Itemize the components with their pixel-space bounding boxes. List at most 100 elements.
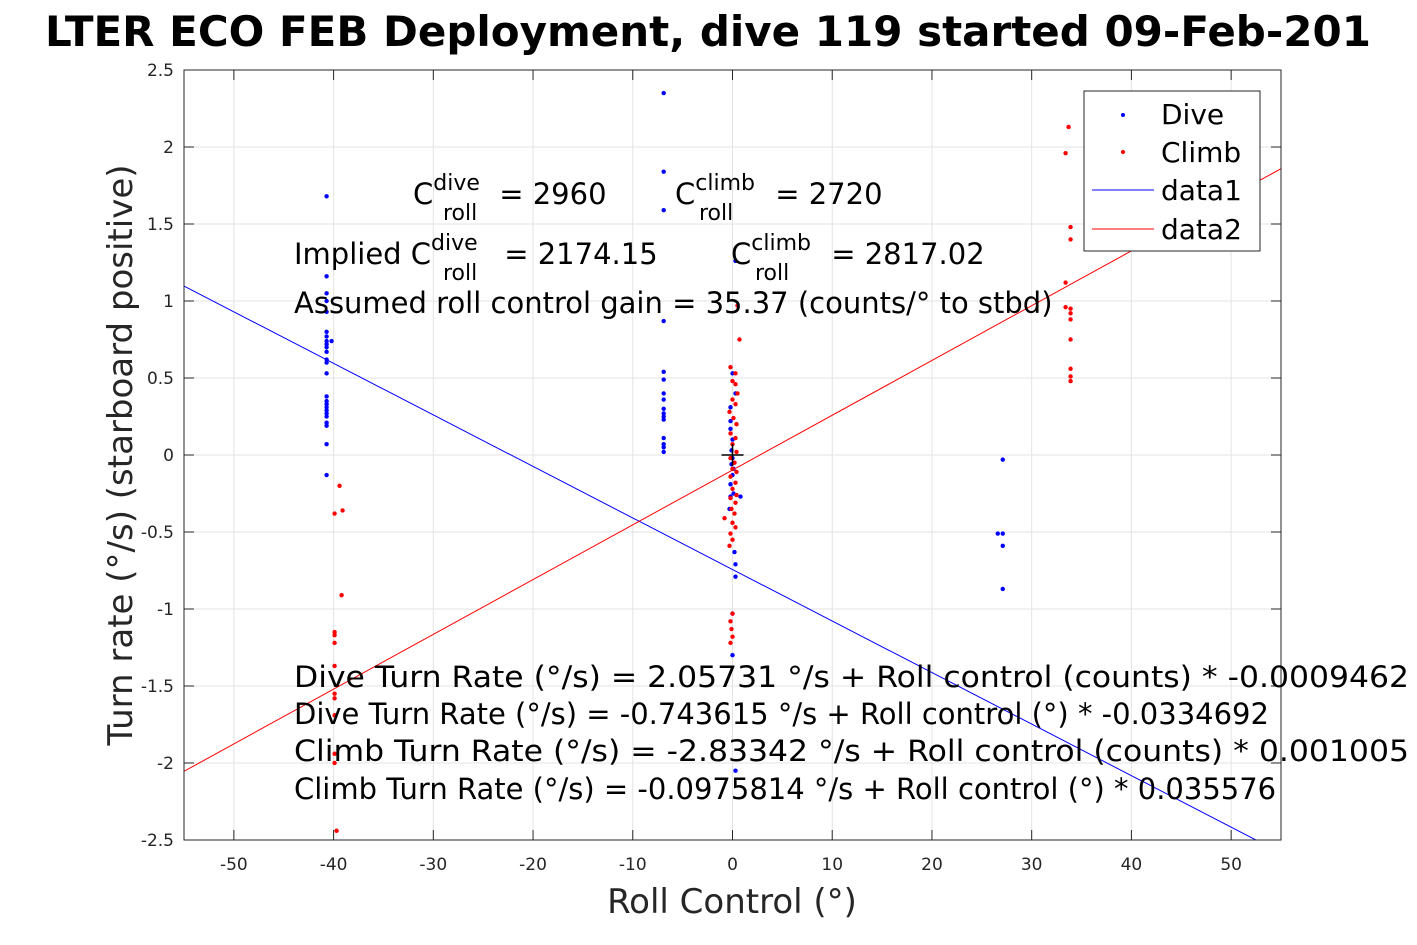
- climb-point: [732, 460, 737, 465]
- dive-point: [324, 329, 329, 334]
- dive-point: [324, 394, 329, 399]
- dive-point: [324, 309, 329, 314]
- climb-point: [722, 515, 727, 521]
- plot-frame: [183, 69, 1282, 841]
- climb-point: [1068, 306, 1073, 311]
- dive-point: [324, 291, 329, 296]
- x-tick-label: 40: [1121, 855, 1143, 875]
- dive-point: [324, 405, 329, 410]
- climb-point: [728, 640, 733, 646]
- climb-point: [730, 486, 735, 492]
- climb-point: [1068, 317, 1073, 322]
- climb-point: [730, 378, 735, 384]
- climb-point: [332, 696, 337, 701]
- dive-point: [661, 435, 666, 441]
- x-tick-label: 20: [921, 855, 943, 875]
- y-tick-label: 1: [163, 292, 174, 312]
- legend: Dive Climb data1 data2: [1083, 90, 1261, 252]
- gain-annotation: Assumed roll control gain = 35.37 (count…: [294, 286, 1053, 320]
- dive-point: [324, 401, 329, 407]
- y-tick-label: -2: [157, 754, 174, 774]
- x-tick-labels: -50 -40 -30 -20 -10 0 10 20 30 40 50: [220, 70, 1242, 875]
- climb-point: [734, 492, 739, 498]
- climb-point: [332, 640, 337, 646]
- climb-point: [1068, 374, 1073, 379]
- climb-point: [733, 525, 738, 530]
- c-dive-annotation: Cdive roll = 2960: [413, 171, 607, 226]
- y-tick-label: 0.5: [147, 369, 174, 389]
- climb-point: [1063, 304, 1068, 310]
- dive-point: [324, 338, 329, 344]
- y-axis-label: Turn rate (°/s) (starboard positive): [101, 164, 141, 746]
- dive-point: [661, 442, 666, 447]
- dive-point: [329, 338, 334, 344]
- climb-point: [1068, 237, 1073, 242]
- climb-point: [1068, 378, 1073, 384]
- climb-point: [728, 619, 733, 624]
- y-tick-label: -2.5: [141, 831, 174, 851]
- y-tick-label: -1.5: [141, 677, 174, 697]
- dive-point: [995, 531, 1000, 536]
- fit-line-3: Climb Turn Rate (°/s) = -2.83342 °/s + R…: [294, 734, 1409, 768]
- climb-point: [733, 401, 738, 407]
- dive-point: [1000, 457, 1005, 462]
- climb-point: [729, 626, 734, 632]
- climb-point: [332, 760, 337, 766]
- fit-line-2: Dive Turn Rate (°/s) = -0.743615 °/s + R…: [294, 697, 1269, 731]
- climb-point: [340, 508, 345, 513]
- climb-point: [1063, 150, 1068, 156]
- dive-point: [324, 423, 329, 428]
- dive-point: [324, 341, 329, 347]
- climb-point: [728, 431, 733, 436]
- climb-point: [728, 495, 733, 501]
- climb-point: [332, 713, 337, 718]
- fit-line-4: Climb Turn Rate (°/s) = -0.0975814 °/s +…: [294, 772, 1276, 806]
- climb-point: [332, 691, 337, 696]
- dive-point: [661, 397, 666, 402]
- dive-point: [1000, 586, 1005, 592]
- climb-point: [337, 483, 342, 488]
- climb-point: [735, 391, 740, 396]
- legend-dive-label: Dive: [1161, 98, 1224, 131]
- climb-point: [730, 537, 735, 542]
- climb-point: [1068, 224, 1073, 230]
- dive-point: [324, 349, 329, 355]
- legend-data2-label: data2: [1161, 213, 1242, 246]
- climb-point: [737, 337, 742, 342]
- dive-point: [738, 494, 743, 499]
- dive-point: [324, 411, 329, 416]
- climb-point: [332, 663, 337, 669]
- dive-point: [324, 414, 329, 419]
- legend-climb-marker: [1121, 150, 1125, 154]
- data-marks: [184, 90, 1281, 840]
- climb-point: [332, 632, 337, 638]
- dive-point: [324, 408, 329, 413]
- climb-point: [729, 506, 734, 512]
- dive-point: [324, 274, 329, 279]
- dive-point: [324, 334, 329, 339]
- x-axis-label: Roll Control (°): [607, 882, 857, 922]
- dive-point: [661, 411, 666, 416]
- x-tick-label: 10: [821, 855, 843, 875]
- x-tick-label: -20: [519, 855, 547, 875]
- dive-point: [733, 574, 738, 579]
- climb-point: [727, 409, 732, 415]
- dive-point: [324, 398, 329, 404]
- dive-point: [661, 377, 666, 382]
- data1-fit-line: [184, 285, 1258, 840]
- climb-point: [730, 634, 735, 639]
- climb-point: [334, 828, 339, 833]
- dive-point: [733, 768, 738, 773]
- climb-point: [734, 469, 739, 475]
- dive-point: [324, 371, 329, 376]
- climb-point: [730, 520, 735, 525]
- dive-point: [324, 298, 329, 304]
- climb-point: [1063, 280, 1068, 285]
- y-tick-labels: -2.5 -2 -1.5 -1 -0.5 0 0.5 1 1.5 2 2.5: [141, 61, 1281, 851]
- dive-point: [1000, 531, 1005, 536]
- climb-point: [332, 629, 337, 635]
- y-tick-label: -1: [157, 600, 174, 620]
- data2-fit-line: [184, 168, 1281, 772]
- x-tick-label: -30: [419, 855, 447, 875]
- dive-point: [728, 418, 733, 424]
